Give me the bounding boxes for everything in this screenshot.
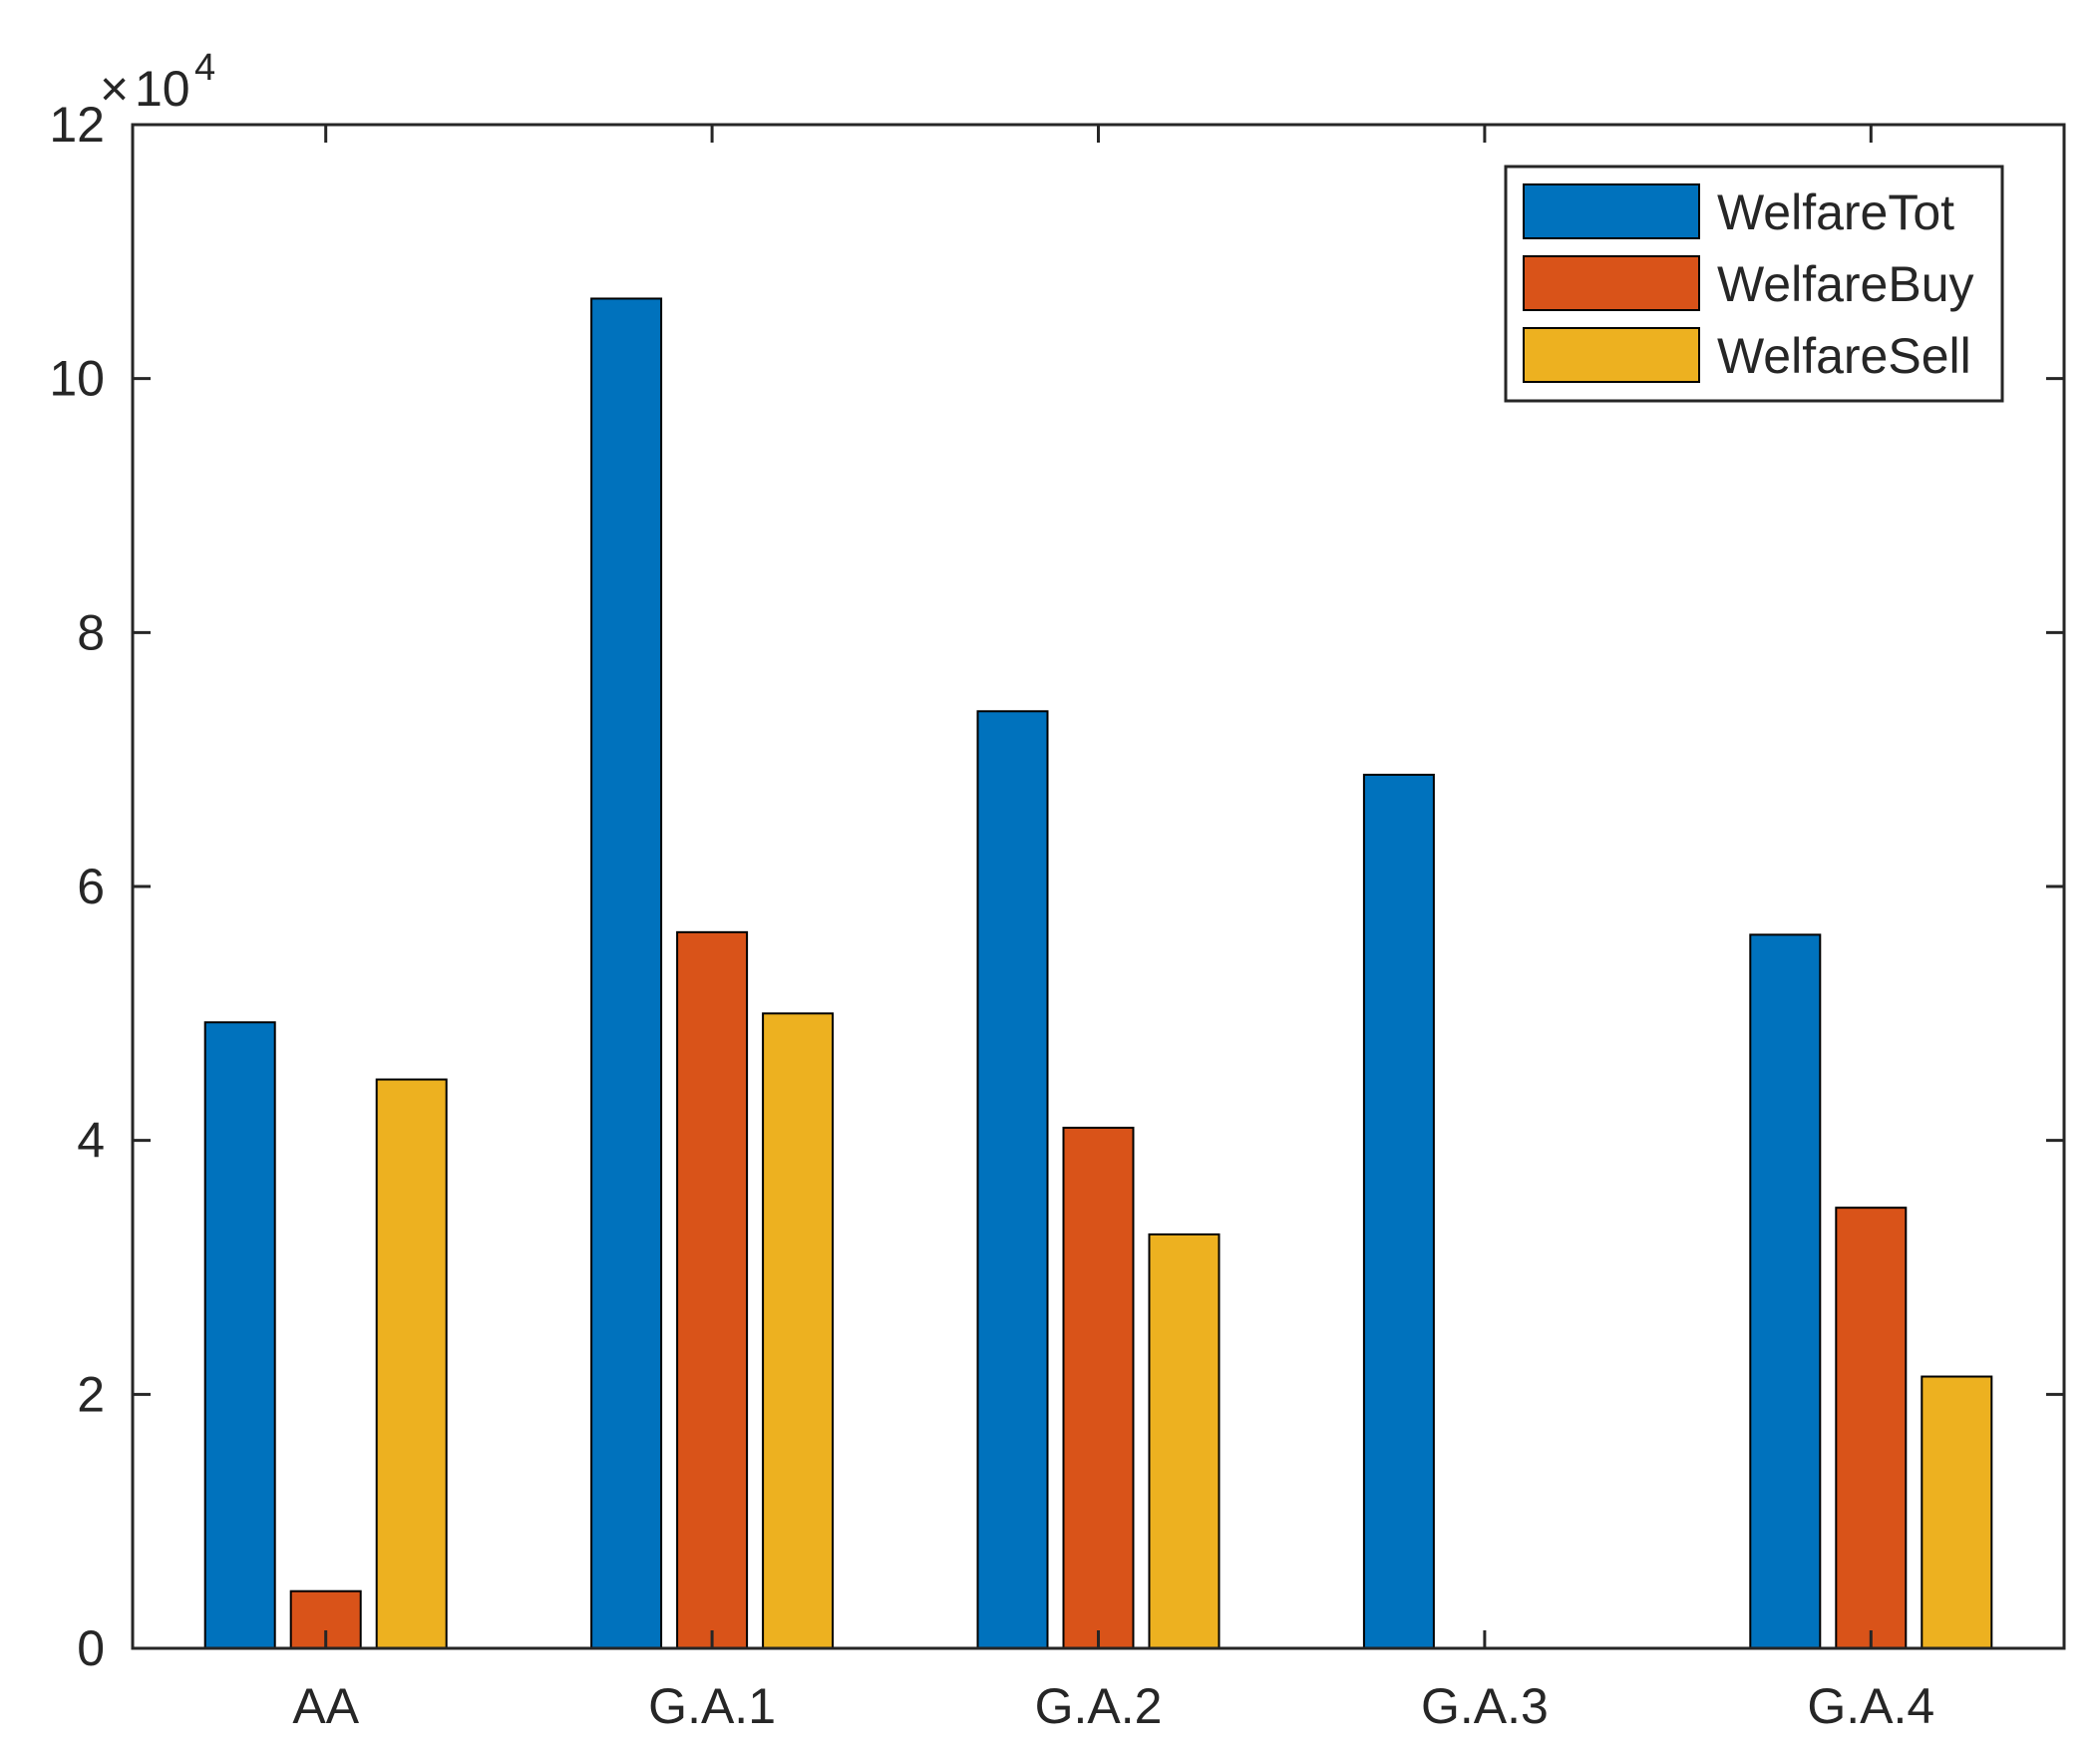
bar-welfaresell-ga1 [762, 1012, 835, 1649]
legend: WelfareTot WelfareBuy WelfareSell [1504, 165, 2004, 403]
x-tick-label: G.A.2 [1035, 1678, 1163, 1734]
y-tick-label: 12 [49, 97, 105, 153]
y-tick-labels: 0 2 4 6 8 10 12 [49, 97, 105, 1676]
y-tick-label: 10 [49, 351, 105, 407]
bar-welfarebuy-ga4 [1835, 1207, 1908, 1649]
bar-welfaretot-ga4 [1749, 933, 1822, 1649]
y-tick-label: 6 [77, 859, 105, 914]
tick-marks [133, 123, 2064, 1650]
legend-swatch-welfaresell [1523, 327, 1700, 383]
legend-swatch-welfaretot [1523, 183, 1700, 239]
bar-welfaresell-aa [375, 1078, 448, 1649]
bar-welfaretot-ga3 [1362, 773, 1435, 1649]
y-tick-label: 8 [77, 604, 105, 660]
bar-welfaresell-ga2 [1148, 1232, 1221, 1649]
bar-welfaretot-ga1 [590, 297, 663, 1649]
legend-label-welfaretot: WelfareTot [1717, 184, 1954, 240]
bar-welfaresell-ga4 [1921, 1375, 1993, 1650]
x-tick-label: G.A.3 [1421, 1678, 1549, 1734]
x-tick-label: G.A.4 [1807, 1678, 1934, 1734]
x-tick-label: AA [292, 1678, 359, 1734]
legend-swatch-welfarebuy [1523, 255, 1700, 311]
bar-welfarebuy-ga2 [1062, 1126, 1135, 1649]
exponent-base: 10 [135, 61, 190, 117]
exponent-power: 4 [194, 47, 215, 89]
bar-welfaretot-aa [203, 1021, 276, 1650]
y-axis-exponent: × 10 4 [100, 47, 215, 117]
x-tick-labels: AA G.A.1 G.A.2 G.A.3 G.A.4 [292, 1678, 1934, 1734]
legend-label-welfaresell: WelfareSell [1717, 328, 1971, 384]
y-tick-label: 0 [77, 1620, 105, 1676]
bar-welfarebuy-ga1 [676, 930, 749, 1649]
legend-label-welfarebuy: WelfareBuy [1717, 256, 1974, 312]
bar-welfaretot-ga2 [976, 710, 1049, 1649]
y-tick-label: 2 [77, 1366, 105, 1422]
x-tick-label: G.A.1 [648, 1678, 776, 1734]
bars-layer [203, 297, 1993, 1650]
exponent-times-sign: × [100, 61, 129, 117]
y-tick-label: 4 [77, 1113, 105, 1169]
